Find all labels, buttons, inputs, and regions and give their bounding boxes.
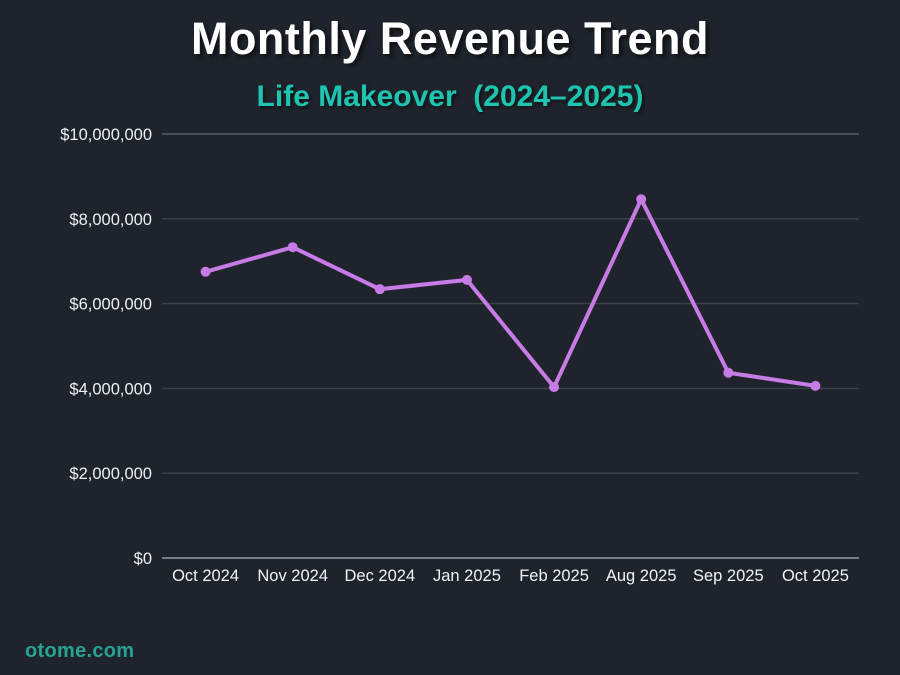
x-axis-tick-label: Sep 2025 xyxy=(693,567,764,585)
data-point-marker xyxy=(810,380,821,391)
x-axis-tick-label: Aug 2025 xyxy=(606,567,677,585)
x-axis-tick-label: Oct 2025 xyxy=(782,567,849,585)
chart-title: Monthly Revenue Trend xyxy=(190,13,710,64)
x-axis-tick-label: Jan 2025 xyxy=(433,567,501,585)
y-axis-tick-label: $6,000,000 xyxy=(69,296,152,314)
site-watermark: otome.com xyxy=(25,640,135,662)
y-axis-tick-label: $10,000,000 xyxy=(60,126,152,144)
data-point-marker xyxy=(723,367,734,378)
data-point-marker xyxy=(549,382,560,393)
x-axis-tick-label: Nov 2024 xyxy=(257,567,328,585)
y-axis-tick-label: $8,000,000 xyxy=(69,211,152,229)
revenue-series-line xyxy=(203,197,818,390)
y-axis-tick-label: $2,000,000 xyxy=(69,465,152,483)
y-axis-tick-label: $4,000,000 xyxy=(69,380,152,398)
x-axis-tick-label: Feb 2025 xyxy=(519,567,589,585)
data-point-marker xyxy=(374,284,385,295)
y-axis-tick-label: $0 xyxy=(134,550,152,568)
x-axis-tick-label: Dec 2024 xyxy=(344,567,415,585)
data-point-marker xyxy=(461,274,472,285)
data-point-marker xyxy=(636,194,647,205)
data-point-marker xyxy=(200,266,211,277)
chart-subtitle: Life Makeover (2024–2025) xyxy=(256,80,644,113)
x-axis-tick-label: Oct 2024 xyxy=(172,567,239,585)
data-point-marker xyxy=(287,242,298,253)
